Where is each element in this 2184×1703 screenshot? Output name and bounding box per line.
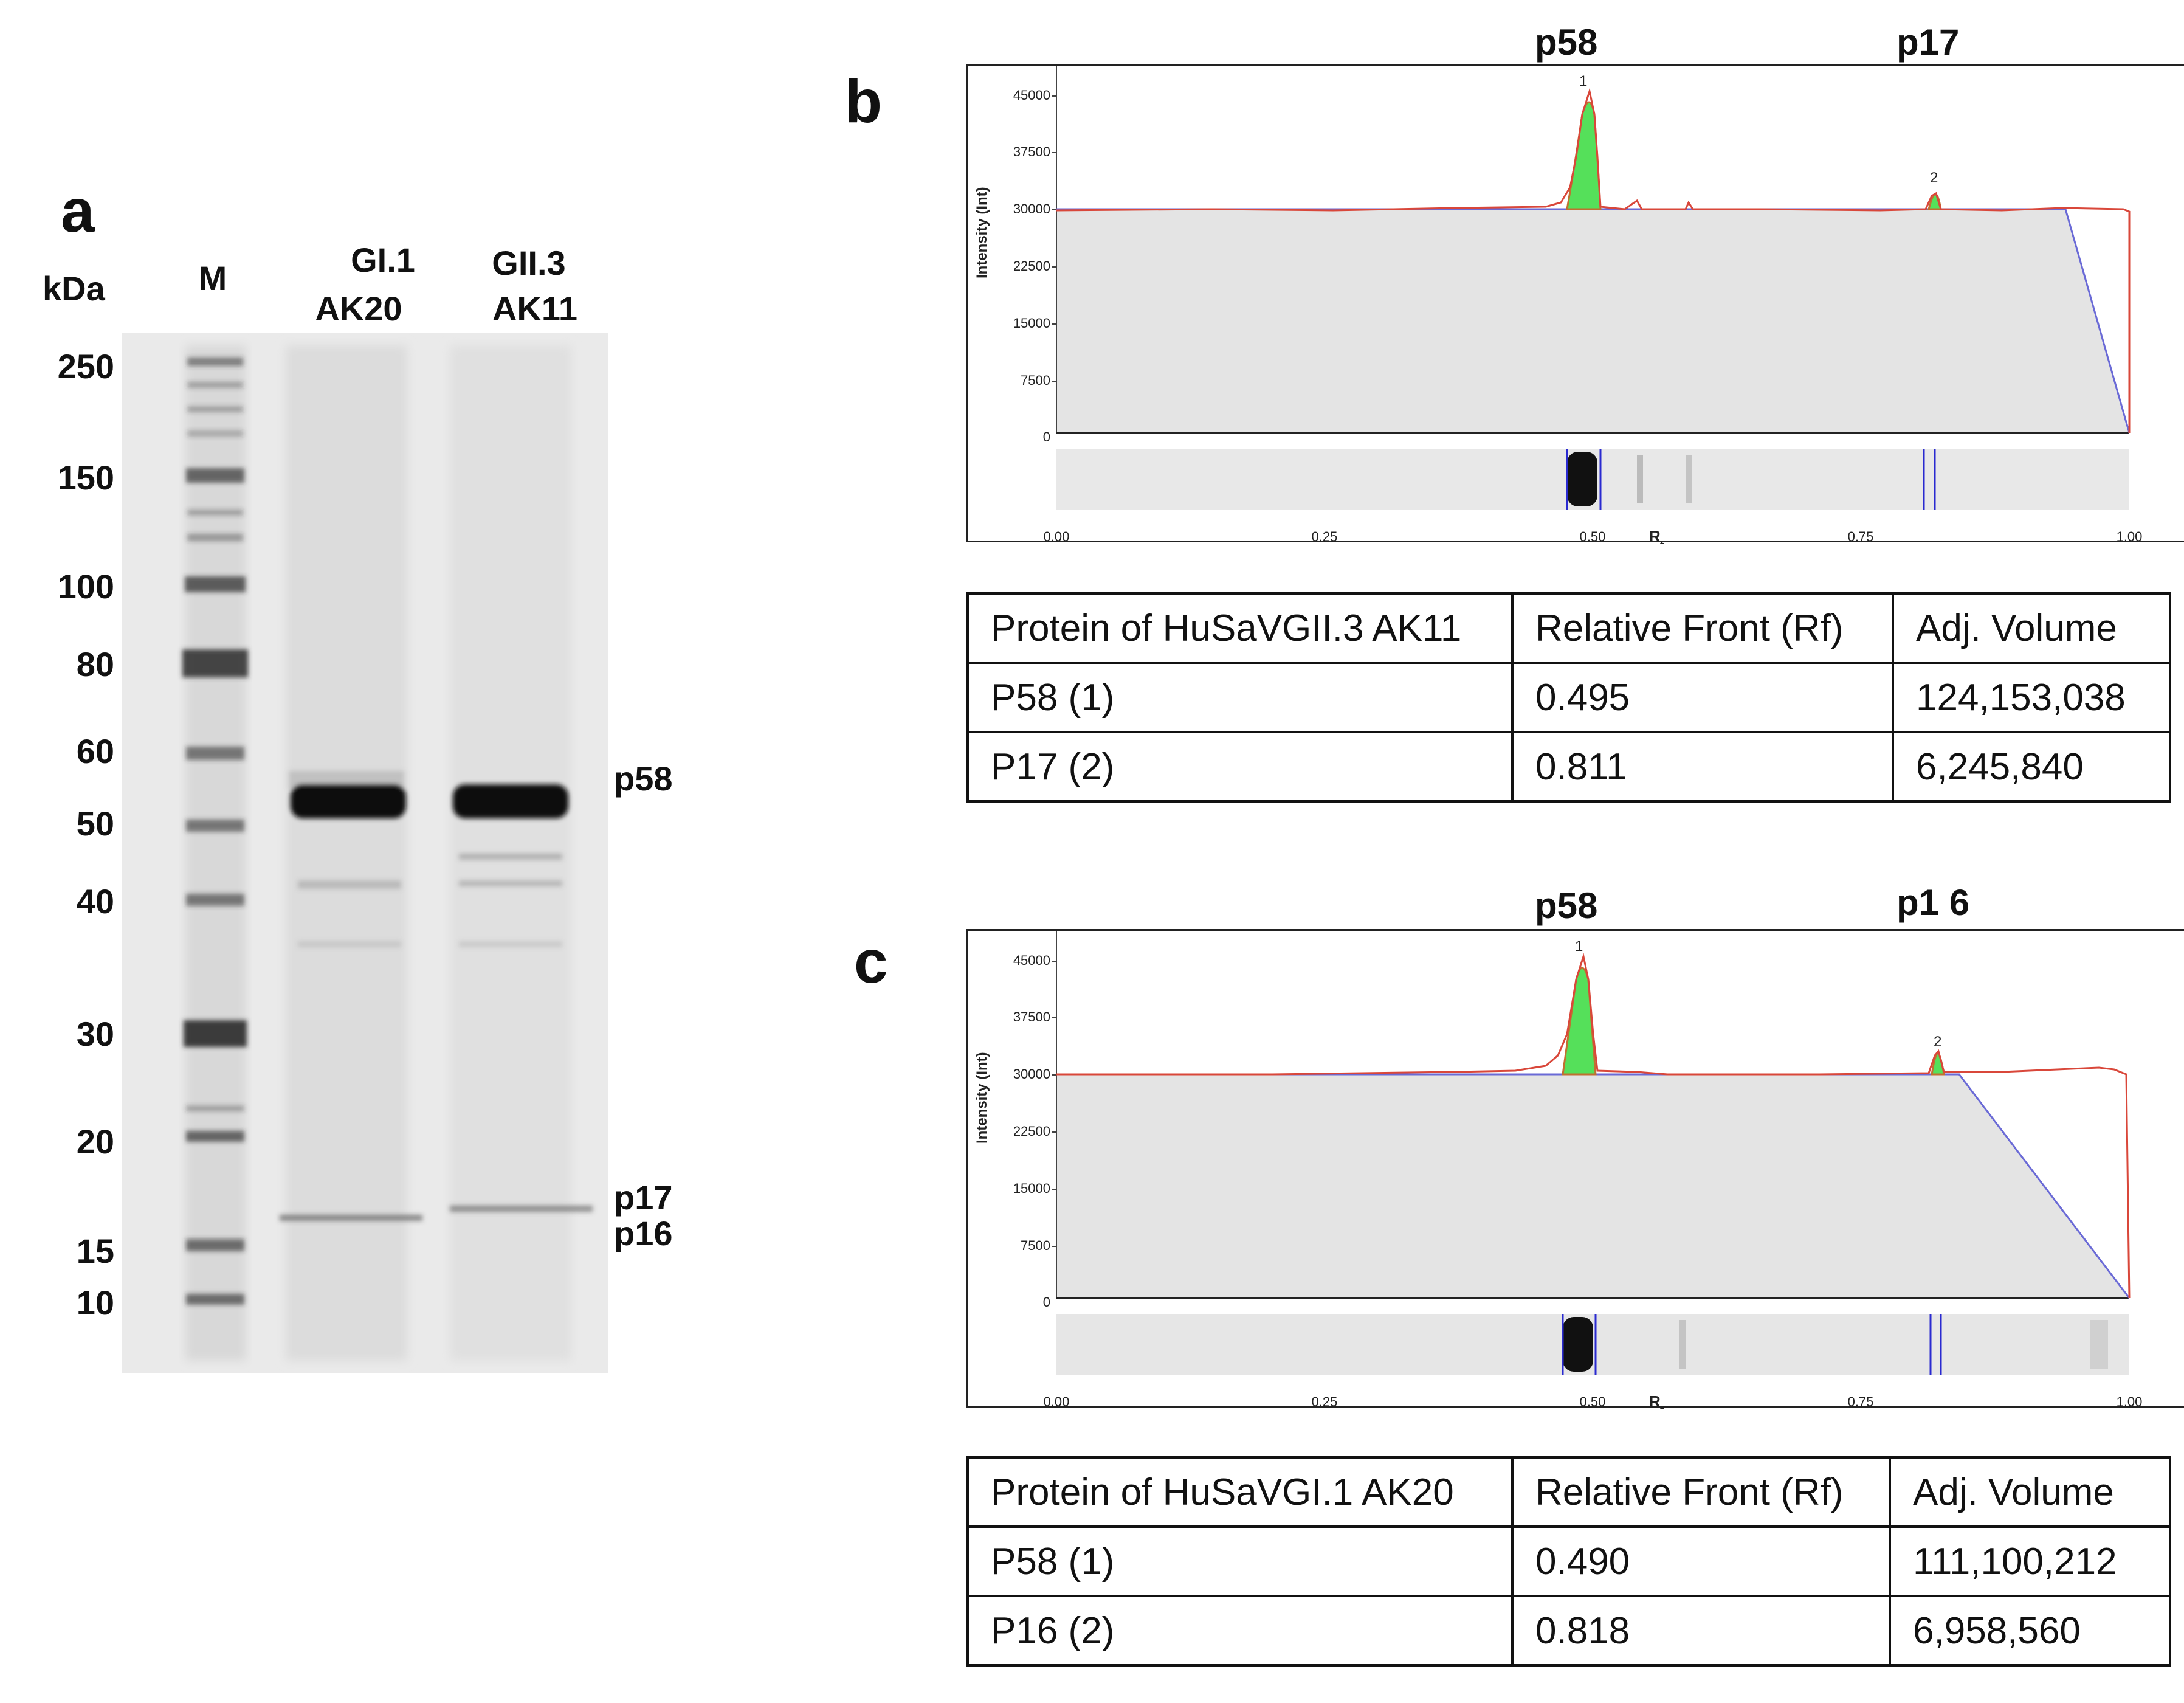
b-ytick-30000: 30000	[1013, 201, 1050, 216]
table-header-cell: Relative Front (Rf)	[1511, 592, 1894, 664]
b-ytick-7500: 7500	[1021, 373, 1050, 388]
c-ytick-45000: 45000	[1013, 953, 1050, 968]
sds-page-gel	[122, 333, 608, 1373]
b-ytick-22500: 22500	[1013, 258, 1050, 274]
table-header-cell: Protein of HuSaVGII.3 AK11	[966, 592, 1514, 664]
c-x-axis-label: R	[1649, 1392, 1661, 1409]
b-ytick-37500: 37500	[1013, 144, 1050, 159]
lane-gii3-header-1: GII.3	[492, 244, 566, 282]
table-header-cell: Adj. Volume	[1889, 1456, 2171, 1528]
table-cell: 6,958,560	[1889, 1595, 2171, 1667]
b-peak-number-1: 1	[1579, 73, 1587, 89]
b-ytick-45000: 45000	[1013, 88, 1050, 103]
c-x-axis-sub: f	[1660, 1404, 1664, 1409]
mw-marker-150: 150	[57, 458, 114, 497]
mw-marker-60: 60	[76, 732, 114, 770]
c-xtick-100: 1.00	[2117, 1394, 2143, 1409]
table-cell: 6,245,840	[1892, 731, 2171, 803]
mw-marker-250: 250	[57, 347, 114, 385]
table-row: P16 (2) 0.818 6,958,560	[966, 1595, 2171, 1667]
b-xtick-25: 0.25	[1312, 529, 1338, 544]
b-xtick-0: 0.00	[1044, 529, 1070, 544]
b-xtick-100: 1.00	[2117, 529, 2143, 544]
b-x-axis-sub: f	[1660, 539, 1664, 544]
c-ytick-7500: 7500	[1021, 1238, 1050, 1253]
table-cell: P58 (1)	[966, 1525, 1514, 1597]
b-x-axis-label: R	[1649, 527, 1661, 544]
b-ytick-0: 0	[1043, 429, 1050, 444]
mw-marker-10: 10	[76, 1283, 114, 1322]
c-ytick-15000: 15000	[1013, 1181, 1050, 1196]
table-row: P58 (1) 0.495 124,153,038	[966, 662, 2171, 733]
densitometry-plot-c: 45000 37500 30000 22500 15000 7500 0 Int…	[966, 929, 2184, 1409]
table-cell: P58 (1)	[966, 662, 1514, 733]
band-label-p58: p58	[614, 759, 673, 798]
band-label-p17: p17	[614, 1178, 673, 1217]
b-peak-number-2: 2	[1930, 170, 1938, 186]
table-cell: 124,153,038	[1892, 662, 2171, 733]
table-header-row: Protein of HuSaVGII.3 AK11 Relative Fron…	[966, 592, 2171, 664]
lane-gi1-header-2: AK20	[315, 289, 402, 328]
c-ytick-22500: 22500	[1013, 1124, 1050, 1139]
background-area	[1056, 209, 2129, 433]
table-cell: 0.490	[1511, 1525, 1891, 1597]
table-cell: P17 (2)	[966, 731, 1514, 803]
mw-marker-15: 15	[76, 1232, 114, 1270]
panel-c-label: c	[854, 928, 888, 996]
table-cell: 0.811	[1511, 731, 1894, 803]
profile-line	[1056, 953, 2131, 1299]
table-header-cell: Relative Front (Rf)	[1511, 1456, 1891, 1528]
panel-b-label: b	[845, 67, 883, 136]
table-row: P58 (1) 0.490 111,100,212	[966, 1525, 2171, 1597]
mw-marker-100: 100	[57, 567, 114, 606]
mw-marker-30: 30	[76, 1015, 114, 1053]
b-xtick-50: 0.50	[1580, 529, 1606, 544]
table-header-row: Protein of HuSaVGI.1 AK20 Relative Front…	[966, 1456, 2171, 1528]
mw-marker-40: 40	[76, 882, 114, 921]
c-ytick-30000: 30000	[1013, 1066, 1050, 1082]
lane-gi1-header-1: GI.1	[351, 241, 415, 279]
table-row: P17 (2) 0.811 6,245,840	[966, 731, 2171, 803]
results-table-c: Protein of HuSaVGI.1 AK20 Relative Front…	[966, 1456, 2171, 1667]
panel-b-peak-label-p58: p58	[1535, 22, 1598, 63]
panel-c-peak-label-p58: p58	[1535, 885, 1598, 926]
profile-line	[1056, 88, 2131, 433]
mw-marker-20: 20	[76, 1122, 114, 1161]
densitometry-plot-b: 45000 37500 30000 22500 15000 7500 0 Int…	[966, 64, 2184, 544]
c-xtick-25: 0.25	[1312, 1394, 1338, 1409]
b-y-axis-label: Intensity (Int)	[974, 187, 990, 278]
c-peak-number-1: 1	[1575, 938, 1583, 955]
results-table-b: Protein of HuSaVGII.3 AK11 Relative Fron…	[966, 592, 2171, 803]
c-xtick-50: 0.50	[1580, 1394, 1606, 1409]
band-label-p16: p16	[614, 1214, 673, 1252]
b-ytick-15000: 15000	[1013, 316, 1050, 331]
panel-c-peak-label-p16: p1 6	[1896, 882, 1970, 923]
b-xtick-75: 0.75	[1848, 529, 1874, 544]
table-cell: 0.495	[1511, 662, 1894, 733]
table-header-cell: Protein of HuSaVGI.1 AK20	[966, 1456, 1514, 1528]
peak-1-area	[1562, 967, 1597, 1076]
baseline-line	[1056, 1073, 2131, 1299]
c-xtick-75: 0.75	[1848, 1394, 1874, 1409]
table-header-cell: Adj. Volume	[1892, 592, 2171, 664]
background-area	[1056, 1074, 2129, 1298]
lane-marker-header: M	[198, 259, 227, 297]
mw-marker-80: 80	[76, 645, 114, 683]
table-cell: 111,100,212	[1889, 1525, 2171, 1597]
kda-unit-label: kDa	[43, 269, 105, 308]
c-peak-number-2: 2	[1934, 1034, 1941, 1050]
panel-a-label: a	[61, 177, 95, 245]
table-cell: P16 (2)	[966, 1595, 1514, 1667]
c-ytick-0: 0	[1043, 1294, 1050, 1310]
mw-marker-50: 50	[76, 804, 114, 843]
c-xtick-0: 0.00	[1044, 1394, 1070, 1409]
table-cell: 0.818	[1511, 1595, 1891, 1667]
c-y-axis-label: Intensity (Int)	[974, 1052, 990, 1144]
lane-gii3-header-2: AK11	[492, 289, 578, 328]
c-ytick-37500: 37500	[1013, 1009, 1050, 1024]
panel-b-peak-label-p17: p17	[1896, 22, 1960, 63]
